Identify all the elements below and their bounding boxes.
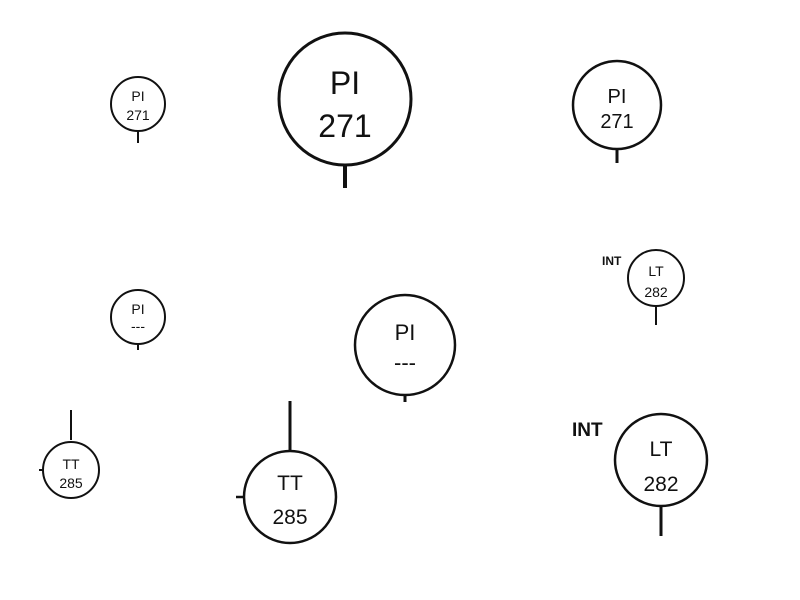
instrument-bubble: PI 271 bbox=[110, 76, 166, 143]
bubble-circle bbox=[353, 293, 457, 397]
loop-number: 285 bbox=[272, 506, 307, 529]
bubble-circle bbox=[110, 76, 166, 132]
loop-number: 271 bbox=[600, 111, 633, 133]
bubble-circle bbox=[110, 289, 166, 345]
function-letters: PI bbox=[330, 65, 360, 101]
function-letters: PI bbox=[608, 86, 627, 108]
loop-number: 271 bbox=[318, 108, 371, 144]
bubble-circle bbox=[613, 412, 709, 508]
loop-number: 271 bbox=[126, 107, 150, 123]
instrument-bubble: LT 282 INT bbox=[572, 412, 709, 536]
interlock-note: INT bbox=[602, 254, 622, 268]
function-letters: PI bbox=[131, 88, 144, 104]
loop-number: 282 bbox=[644, 284, 668, 300]
bubble-circle bbox=[42, 441, 100, 499]
bubble-circle bbox=[242, 449, 338, 545]
function-letters: PI bbox=[131, 301, 144, 317]
instrument-bubble: PI 271 bbox=[571, 59, 663, 163]
function-letters: LT bbox=[648, 263, 664, 279]
bubble-circle bbox=[571, 59, 663, 151]
loop-number: --- bbox=[394, 350, 416, 375]
bubble-circle bbox=[627, 249, 685, 307]
instrument-bubble: TT 285 bbox=[236, 401, 338, 545]
interlock-note: INT bbox=[572, 420, 603, 441]
instrument-bubble: PI --- bbox=[110, 289, 166, 350]
function-letters: TT bbox=[62, 456, 80, 472]
loop-number: 282 bbox=[643, 473, 678, 496]
instrument-bubble: PI 271 bbox=[277, 31, 413, 188]
instrument-bubble: PI --- bbox=[353, 293, 457, 402]
instrument-bubble: TT 285 bbox=[39, 410, 100, 499]
instrument-bubble: LT 282 INT bbox=[602, 249, 685, 325]
loop-number: --- bbox=[131, 318, 145, 334]
function-letters: TT bbox=[277, 472, 303, 495]
function-letters: LT bbox=[650, 438, 673, 461]
function-letters: PI bbox=[395, 320, 416, 345]
loop-number: 285 bbox=[59, 475, 83, 491]
bubble-circle bbox=[277, 31, 413, 167]
